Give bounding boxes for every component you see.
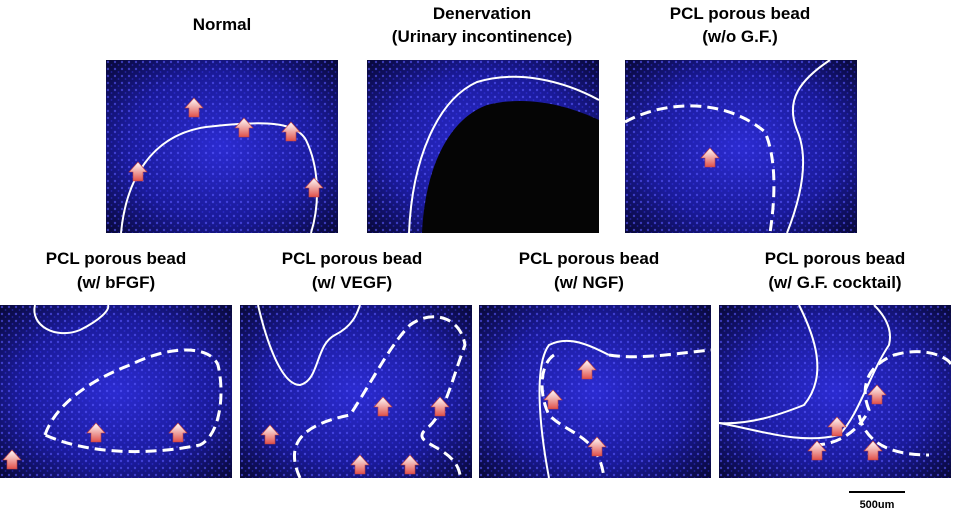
panel-title: (w/o G.F.) bbox=[702, 27, 778, 46]
panel-title: (Urinary incontinence) bbox=[392, 27, 572, 46]
tissue-image bbox=[718, 304, 953, 478]
scale-bar-label: 500um bbox=[860, 499, 895, 511]
panel-title: PCL porous bead bbox=[519, 249, 659, 268]
panel-title: (w/ VEGF) bbox=[312, 273, 392, 292]
tissue-image bbox=[367, 60, 600, 234]
panel-title: (w/ NGF) bbox=[554, 273, 624, 292]
tissue-image bbox=[0, 304, 232, 478]
panel-title: Normal bbox=[193, 15, 252, 34]
panel-title: PCL porous bead bbox=[670, 4, 810, 23]
panel-title: (w/ bFGF) bbox=[77, 273, 155, 292]
tissue-image bbox=[479, 305, 712, 479]
panel-title: (w/ G.F. cocktail) bbox=[768, 273, 901, 292]
panel-title: Denervation bbox=[433, 4, 531, 23]
panel-title: PCL porous bead bbox=[765, 249, 905, 268]
panel-title: PCL porous bead bbox=[282, 249, 422, 268]
tissue-image bbox=[106, 60, 338, 234]
tissue-image bbox=[240, 304, 472, 479]
tissue-image bbox=[624, 59, 857, 234]
panel-title: PCL porous bead bbox=[46, 249, 186, 268]
